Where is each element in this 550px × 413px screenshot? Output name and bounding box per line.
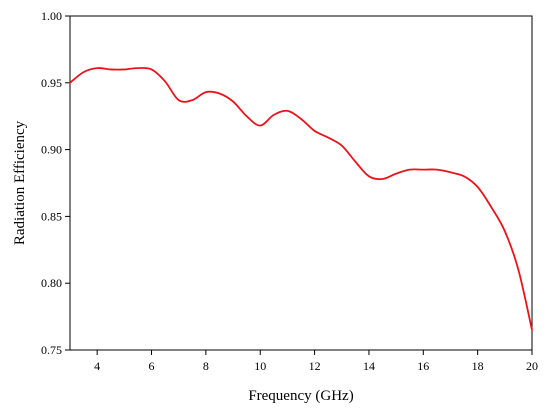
y-tick-label: 0.75 — [41, 343, 62, 357]
y-tick-label: 0.90 — [41, 143, 62, 157]
x-tick-label: 6 — [149, 359, 155, 373]
series-layer — [69, 67, 533, 331]
y-tick-label: 0.95 — [41, 76, 62, 90]
x-tick-label: 10 — [254, 359, 266, 373]
x-axis-label: Frequency (GHz) — [248, 388, 353, 404]
x-tick-label: 20 — [526, 359, 538, 373]
x-tick-label: 4 — [94, 359, 100, 373]
y-axis-label: Radiation Efficiency — [12, 120, 28, 245]
x-tick-label: 14 — [363, 359, 375, 373]
y-tick-label: 1.00 — [41, 9, 62, 23]
x-tick-label: 12 — [309, 359, 321, 373]
plot-area — [69, 15, 533, 351]
y-tick-label: 0.80 — [41, 276, 62, 290]
y-tick-label: 0.85 — [41, 209, 62, 223]
efficiency-series-line — [69, 67, 533, 331]
x-tick-label: 16 — [417, 359, 429, 373]
x-tick-label: 18 — [472, 359, 484, 373]
y-axis: 0.75 0.80 0.85 0.90 0.95 1.00 — [41, 9, 70, 357]
x-tick-label: 8 — [203, 359, 209, 373]
x-axis: 4 6 8 10 12 14 16 18 20 — [94, 350, 538, 373]
